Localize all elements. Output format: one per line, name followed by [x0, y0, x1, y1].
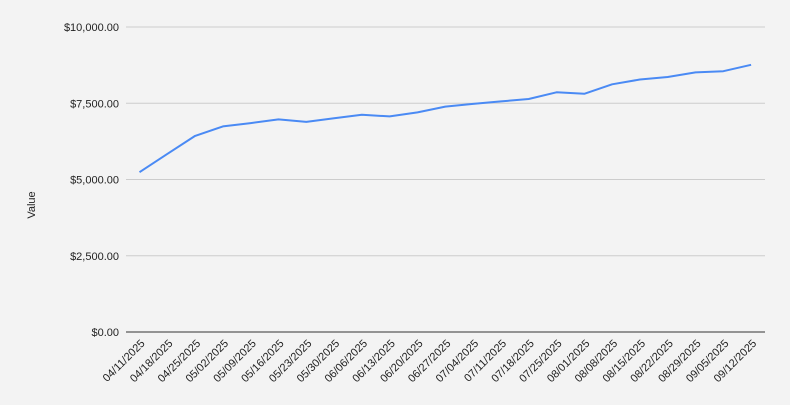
y-axis-label: Value — [26, 191, 38, 218]
y-tick-label: $0.00 — [91, 327, 119, 339]
y-tick-label: $7,500.00 — [70, 98, 119, 110]
y-tick-label: $2,500.00 — [70, 251, 119, 263]
y-tick-label: $5,000.00 — [70, 175, 119, 187]
y-axis-ticks: $0.00 $2,500.00 $5,000.00 $7,500.00 $10,000.… — [64, 22, 119, 339]
gridlines — [126, 26, 765, 257]
series-line — [138, 63, 752, 174]
y-tick-label: $10,000.00 — [64, 22, 119, 34]
x-axis-ticks: 04/11/202504/18/202504/25/202505/02/2025… — [101, 338, 759, 385]
